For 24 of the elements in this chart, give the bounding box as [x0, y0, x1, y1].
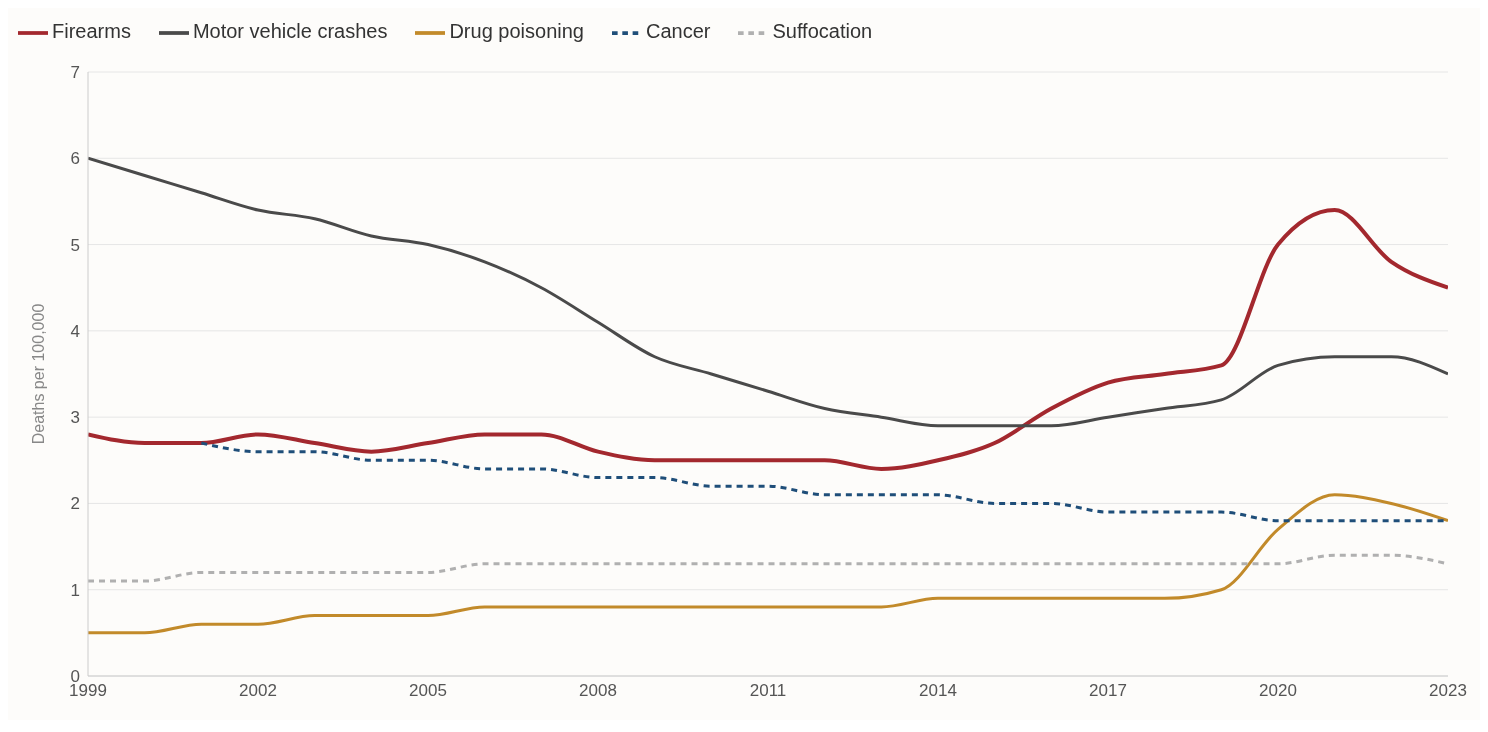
y-tick-label: 4 [70, 321, 80, 341]
x-tick-label: 2020 [1259, 681, 1297, 701]
y-tick-label: 3 [70, 408, 80, 428]
line-series [88, 493, 1448, 635]
legend-label: Firearms [52, 20, 131, 43]
y-tick-label: 7 [70, 63, 80, 83]
y-tick-label: 1 [70, 580, 80, 600]
x-tick-label: 2017 [1089, 681, 1127, 701]
line-series [88, 156, 1448, 428]
y-axis-title: Deaths per 100,000 [29, 303, 47, 445]
y-tick-label: 5 [70, 235, 80, 255]
x-tick-label: 2008 [579, 681, 617, 701]
x-tick-label: 2005 [409, 681, 447, 701]
y-tick-label: 6 [70, 149, 80, 169]
legend-label: Suffocation [772, 20, 873, 43]
y-tick-label: 2 [70, 494, 80, 514]
legend-label: Motor vehicle crashes [192, 20, 388, 43]
x-tick-label: 2023 [1429, 681, 1467, 701]
x-tick-label: 2014 [919, 681, 957, 701]
line-series [88, 208, 1448, 471]
x-tick-label: 2011 [749, 681, 787, 701]
legend-label: Drug poisoning [449, 20, 584, 43]
x-tick-label: 2002 [239, 681, 277, 701]
legend-label: Cancer [645, 20, 711, 43]
